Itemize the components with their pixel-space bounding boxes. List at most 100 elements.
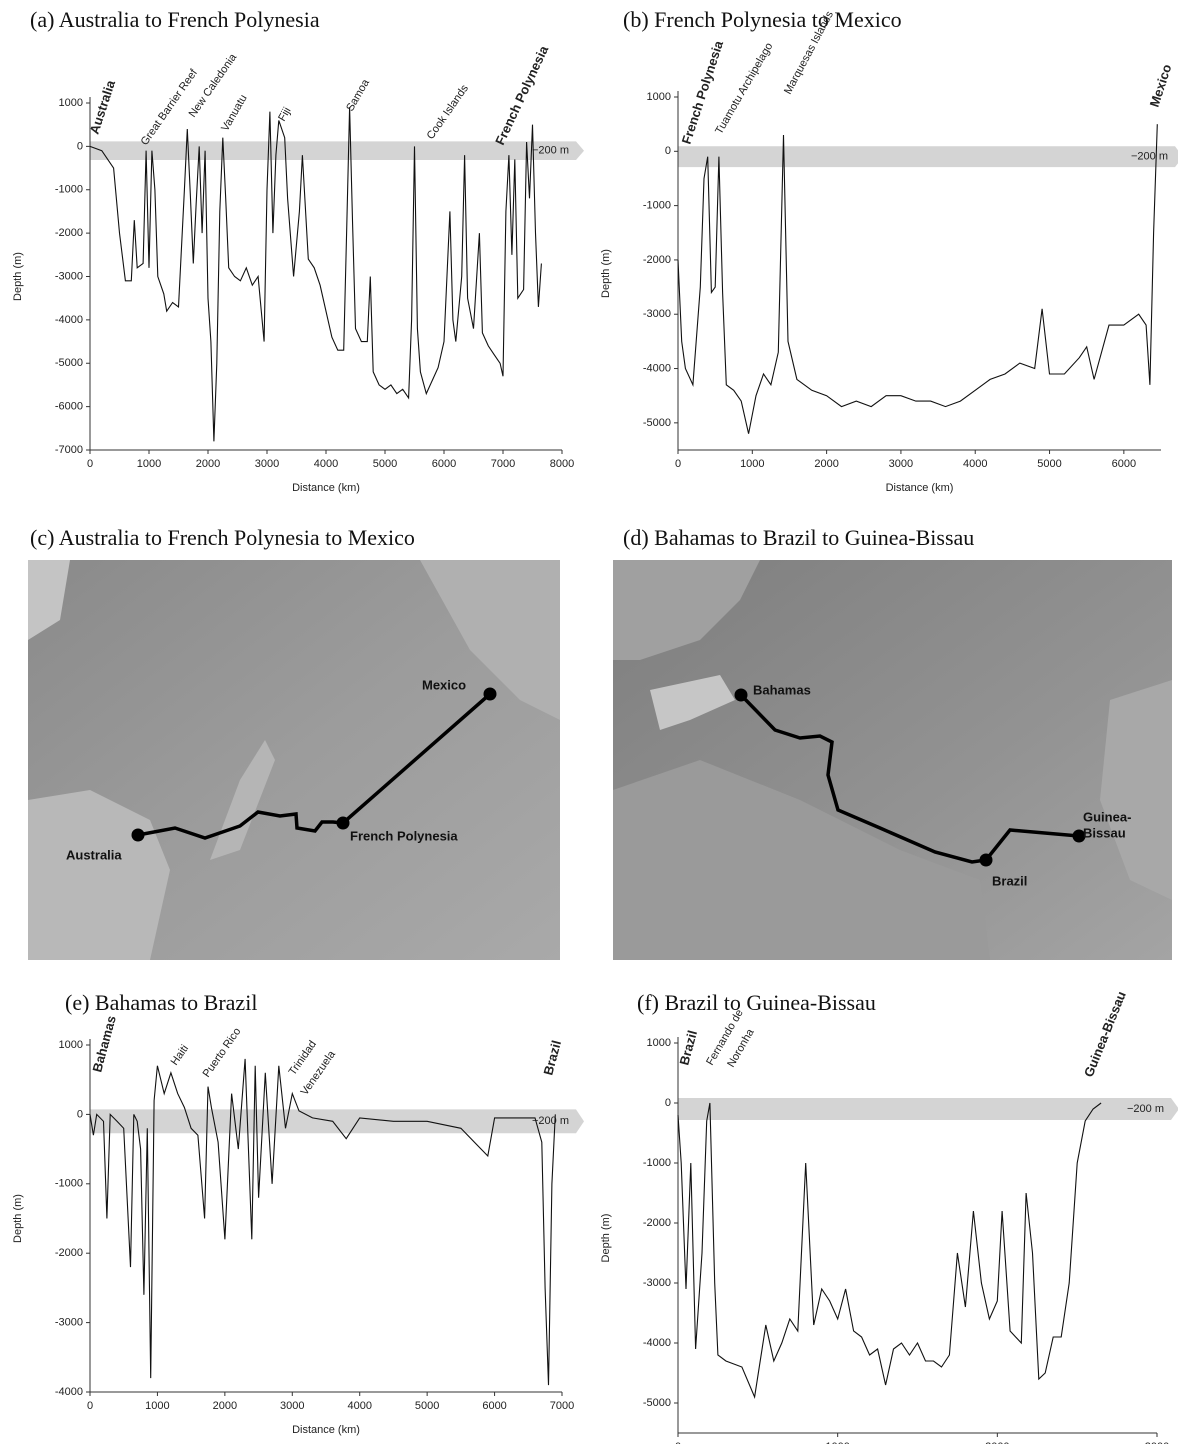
place-annotation: Samoa [344, 77, 372, 114]
x-tick-label: 5000 [373, 458, 397, 470]
place-dot [132, 829, 145, 842]
y-tick-label: -4000 [643, 362, 671, 374]
y-tick-label: -2000 [55, 227, 83, 239]
x-tick-label: 2000 [196, 458, 220, 470]
map-c [28, 560, 560, 960]
place-annotation: Mexico [1147, 62, 1175, 109]
place-annotation: Cook Islands [425, 82, 472, 141]
x-tick-label: 6000 [1112, 458, 1136, 470]
band-label: −200 m [1127, 1103, 1164, 1115]
chart-title: (e) Bahamas to Brazil [65, 990, 257, 1015]
place-dot [980, 854, 993, 867]
x-tick-label: 1000 [137, 458, 161, 470]
place-annotation: Brazil [540, 1039, 564, 1077]
chart-title: (f) Brazil to Guinea-Bissau [637, 990, 876, 1015]
y-tick-label: -2000 [643, 254, 671, 266]
place-label: Brazil [992, 873, 1027, 888]
y-tick-label: -1000 [55, 1178, 83, 1190]
y-tick-label: 1000 [59, 1039, 83, 1051]
x-tick-label: 3000 [889, 458, 913, 470]
profile-line [90, 1059, 555, 1385]
y-tick-label: -3000 [55, 270, 83, 282]
x-tick-label: 0 [87, 458, 93, 470]
line-chart: (e) Bahamas to Brazil−200 m-4000-3000-20… [12, 990, 584, 1436]
place-annotation: Tuamotu Archipelago [713, 41, 775, 137]
y-tick-label: -4000 [643, 1337, 671, 1349]
y-axis-label: Depth (m) [12, 1194, 24, 1243]
place-label: Guinea- [1083, 809, 1131, 824]
line-chart: (a) Australia to French Polynesia −200 m -… [12, 7, 584, 494]
x-tick-label: 5000 [1037, 458, 1061, 470]
profile-line [678, 124, 1157, 434]
line-chart: (f) Brazil to Guinea-Bissau −200 m -5000 -4… [600, 989, 1178, 1444]
figure: (a) Australia to French Polynesia −200 m -… [0, 0, 1178, 1444]
place-label: Bissau [1083, 825, 1126, 840]
place-annotation: Vanuatu [219, 93, 249, 134]
place-annotation: Haiti [169, 1043, 191, 1068]
y-tick-label: -4000 [55, 1386, 83, 1398]
y-tick-label: 0 [665, 145, 671, 157]
y-tick-label: -3000 [643, 1277, 671, 1289]
chart-title: (a) Australia to French Polynesia [30, 7, 320, 32]
y-tick-label: -3000 [55, 1317, 83, 1329]
y-tick-label: -4000 [55, 314, 83, 326]
line-chart: (b) French Polynesia to Mexico −200 m -500… [600, 7, 1178, 494]
x-tick-label: 0 [87, 1400, 93, 1412]
place-annotation: Guinea-Bissau [1081, 989, 1129, 1079]
y-tick-label: -1000 [643, 1157, 671, 1169]
shelf-band [678, 146, 1178, 167]
y-tick-label: 0 [665, 1097, 671, 1109]
y-tick-label: -6000 [55, 401, 83, 413]
band-label: −200 m [1131, 151, 1168, 163]
y-axis-label: Depth (m) [600, 249, 612, 298]
x-tick-label: 1000 [740, 458, 764, 470]
map-d [613, 560, 1172, 960]
y-tick-label: -1000 [55, 184, 83, 196]
x-tick-label: 2000 [213, 1400, 237, 1412]
y-tick-label: -5000 [55, 357, 83, 369]
chart-title: (b) French Polynesia to Mexico [623, 7, 902, 32]
y-tick-label: -2000 [643, 1217, 671, 1229]
band-label: −200 m [532, 145, 569, 157]
shelf-band [90, 141, 584, 160]
y-tick-label: 0 [77, 1108, 83, 1120]
y-tick-label: 1000 [647, 91, 671, 103]
place-annotation: Bahamas [89, 1014, 118, 1074]
x-axis-label: Distance (km) [292, 1424, 360, 1436]
place-annotation: Brazil [676, 1029, 700, 1067]
place-label: French Polynesia [350, 828, 458, 843]
y-tick-label: 0 [77, 140, 83, 152]
x-axis-label: Distance (km) [886, 482, 954, 494]
shelf-band [678, 1098, 1178, 1120]
y-axis-label: Depth (m) [600, 1214, 612, 1263]
x-tick-label: 2000 [814, 458, 838, 470]
x-tick-label: 4000 [963, 458, 987, 470]
place-dot [484, 688, 497, 701]
place-annotation: Australia [87, 78, 119, 136]
x-tick-label: 7000 [550, 1400, 574, 1412]
x-tick-label: 6000 [482, 1400, 506, 1412]
y-tick-label: 1000 [647, 1037, 671, 1049]
y-axis-label: Depth (m) [12, 252, 24, 301]
profile-line [678, 1103, 1101, 1397]
x-tick-label: 3000 [280, 1400, 304, 1412]
place-annotation: Puerto Rico [201, 1026, 244, 1080]
place-dot [337, 817, 350, 830]
place-annotation: French Polynesia [492, 43, 551, 148]
map-title: (d) Bahamas to Brazil to Guinea-Bissau [623, 525, 974, 550]
place-label: Bahamas [753, 682, 811, 697]
x-tick-label: 6000 [432, 458, 456, 470]
place-dot [735, 689, 748, 702]
place-label: Australia [66, 847, 122, 862]
y-tick-label: -7000 [55, 444, 83, 456]
x-tick-label: 4000 [347, 1400, 371, 1412]
x-tick-label: 1000 [145, 1400, 169, 1412]
y-tick-label: -5000 [643, 417, 671, 429]
place-label: Mexico [422, 677, 466, 692]
x-tick-label: 8000 [550, 458, 574, 470]
y-tick-label: 1000 [59, 97, 83, 109]
y-tick-label: -5000 [643, 1397, 671, 1409]
map-title: (c) Australia to French Polynesia to Mex… [30, 525, 415, 550]
shelf-band [90, 1109, 584, 1133]
x-tick-label: 7000 [491, 458, 515, 470]
